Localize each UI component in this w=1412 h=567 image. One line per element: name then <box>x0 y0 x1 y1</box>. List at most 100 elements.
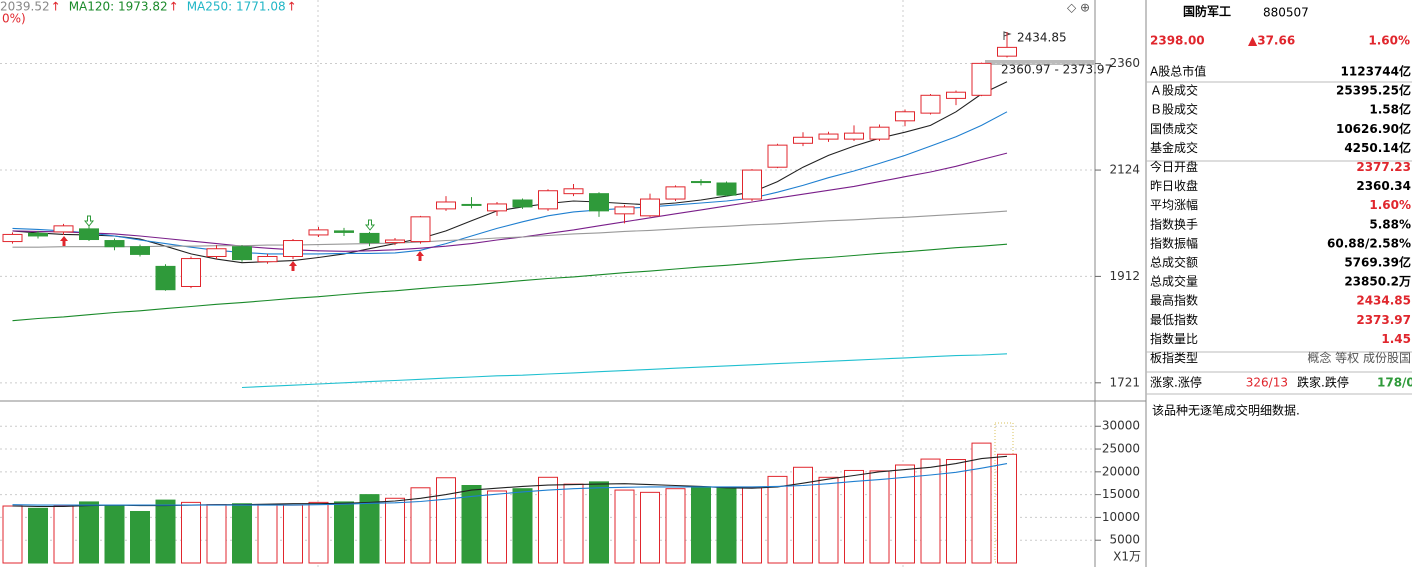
volume-bar <box>614 489 635 564</box>
candle-body <box>589 193 609 212</box>
candle-body <box>257 255 278 263</box>
candle-body <box>155 265 176 291</box>
volume-bar <box>283 504 303 564</box>
volume-bar <box>53 505 74 564</box>
row-label: 指数量比 <box>1150 331 1198 346</box>
volume-bar <box>589 481 609 564</box>
range-label: 2360.97 - 2373.97 <box>1001 63 1112 77</box>
candle-body <box>130 246 150 255</box>
row-value: 23850.2万 <box>1344 275 1411 289</box>
row-label: 指数换手 <box>1150 216 1198 231</box>
candle-body <box>767 144 788 168</box>
volume-bar <box>359 494 380 564</box>
row-value: 2377.23 <box>1356 160 1411 174</box>
ma-line <box>12 463 1008 506</box>
volume-bar <box>793 466 813 564</box>
tool-icon[interactable]: ⊕ <box>1080 1 1090 15</box>
row-label: 总成交量 <box>1150 274 1198 289</box>
volume-bar <box>767 475 788 564</box>
row-label: 国债成交 <box>1150 121 1198 136</box>
volume-bar <box>997 453 1017 564</box>
volume-bar <box>334 501 354 564</box>
y-tick-label: 2124 <box>1109 163 1140 177</box>
tool-icon[interactable]: ◇ <box>1067 1 1077 15</box>
buy-signal <box>60 236 68 246</box>
candle-body <box>232 246 252 261</box>
row-value: 概念 等权 成份股国 <box>1307 350 1411 365</box>
volume-bar <box>232 503 252 564</box>
candle-body <box>691 181 711 184</box>
sell-signal <box>83 215 95 227</box>
candle-body <box>512 199 533 208</box>
row-label: 指数振幅 <box>1150 235 1198 250</box>
volume-bar <box>436 477 456 564</box>
row-value: 2434.85 <box>1356 294 1411 308</box>
legend-arrow: ↑ <box>287 0 297 14</box>
last-price: 2398.00 <box>1150 34 1205 48</box>
ma-line <box>12 243 1008 322</box>
candle-body <box>28 232 48 237</box>
candle-body <box>869 126 890 140</box>
note: 该品种无逐笔成交明细数据. <box>1152 403 1300 418</box>
ma-line <box>12 152 1008 252</box>
candle-body <box>742 169 762 200</box>
row-value: 1.58亿 <box>1369 102 1411 117</box>
y-tick-label: 30000 <box>1102 419 1140 433</box>
y-tick-label: 2360 <box>1109 56 1140 70</box>
buy-signal <box>289 261 297 271</box>
legend-label: MA120: 1973.82 <box>69 0 168 14</box>
volume-bar <box>2 505 23 564</box>
candle-body <box>818 133 839 140</box>
volume-bar <box>79 501 99 564</box>
ma-line <box>12 111 1008 255</box>
candle-body <box>563 188 584 195</box>
down-value: 178/0 <box>1377 376 1412 390</box>
row-value: 60.88/2.58% <box>1327 236 1411 250</box>
candle-body <box>385 239 405 244</box>
y-tick-label: 25000 <box>1102 442 1140 456</box>
volume-bar <box>742 487 762 564</box>
row-value: 1.60% <box>1369 198 1411 212</box>
candle-body <box>181 258 201 287</box>
candle-body <box>283 240 303 257</box>
candle-body <box>206 248 227 257</box>
candle-body <box>53 225 74 233</box>
row-label: 基金成交 <box>1150 140 1198 155</box>
row-label: 最高指数 <box>1150 293 1198 308</box>
volume-bar <box>130 510 150 564</box>
row-value: 5.88% <box>1369 217 1411 231</box>
row-label: A股总市值 <box>1150 64 1206 79</box>
candle-body <box>844 132 864 140</box>
candle-body <box>461 203 482 206</box>
row-value: 1123744亿 <box>1341 64 1411 79</box>
volume-bar <box>104 504 125 564</box>
y-tick-label: 1912 <box>1109 269 1140 283</box>
volume-bar <box>538 476 558 564</box>
row-value: 25395.25亿 <box>1336 83 1411 98</box>
candle-body <box>946 91 966 99</box>
row-label: 平均涨幅 <box>1150 197 1198 212</box>
candle-body <box>793 136 813 144</box>
volume-bar <box>461 485 482 564</box>
y-tick-label: 1721 <box>1109 375 1140 389</box>
ma-line <box>12 81 1008 264</box>
candle-body <box>334 230 354 233</box>
candle-body <box>410 216 431 243</box>
volume-bar <box>665 488 686 564</box>
y-tick-label: 20000 <box>1102 464 1140 478</box>
legend-label: MA250: 1771.08 <box>187 0 286 14</box>
row-value: 1.45 <box>1381 332 1411 346</box>
row-label: Ｂ股成交 <box>1150 102 1198 117</box>
legend-label: 2039.52 <box>0 0 50 14</box>
candle-body <box>716 182 737 196</box>
candle-body <box>104 240 125 248</box>
volume-bar <box>206 504 227 564</box>
row-label: 今日开盘 <box>1150 159 1198 174</box>
volume-bar <box>895 464 915 564</box>
volume-bar <box>818 476 839 564</box>
volume-bar <box>512 488 533 564</box>
row-label: Ａ股成交 <box>1150 83 1198 98</box>
row-value: 2373.97 <box>1356 313 1411 327</box>
volume-bar <box>28 507 48 564</box>
